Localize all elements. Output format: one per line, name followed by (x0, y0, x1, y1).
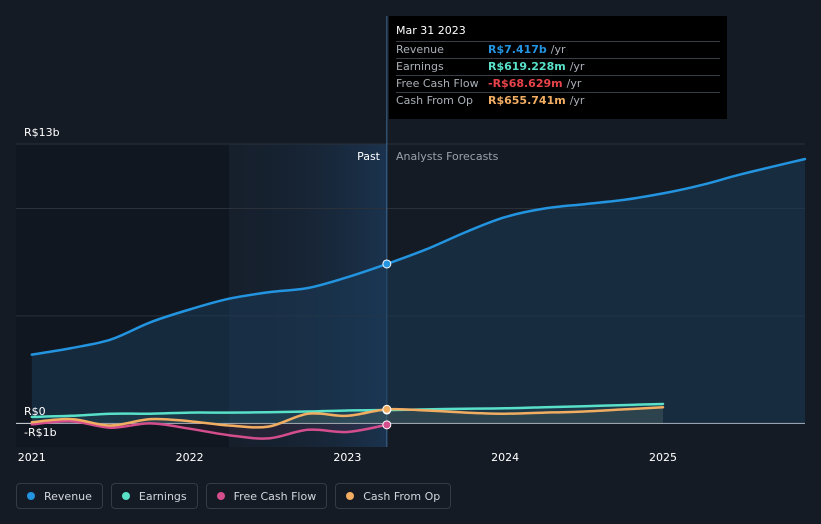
revenue-area (31, 159, 806, 424)
free-cash-flow-marker (382, 420, 392, 430)
tooltip-unit: /yr (566, 77, 582, 90)
tooltip-label: Free Cash Flow (396, 77, 479, 90)
tooltip-label: Revenue (396, 43, 444, 56)
y-label-zero: R$0 (24, 405, 46, 418)
legend-dot-icon (27, 492, 35, 500)
forecast-label: Analysts Forecasts (396, 150, 499, 163)
legend-dot-icon (216, 492, 225, 500)
x-tick-label: 2021 (18, 451, 46, 464)
series-lines (30, 157, 807, 440)
revenue-line (30, 157, 807, 356)
tooltip-value: R$7.417b (488, 43, 547, 56)
tooltip-unit: /yr (569, 94, 585, 107)
legend-label: Earnings (138, 489, 187, 503)
legend-dot-icon (121, 492, 130, 500)
tooltip-row-free-cash-flow: Free Cash Flow -R$68.629m /yr (396, 75, 720, 92)
tooltip-value: R$655.741m (488, 94, 566, 107)
cash-from-op-marker (382, 404, 392, 414)
tooltip-label: Cash From Op (396, 94, 474, 107)
tooltip-row-revenue: Revenue R$7.417b /yr (396, 41, 720, 58)
legend-item-free-cash-flow[interactable]: Free Cash Flow (205, 483, 328, 509)
data-tooltip: Mar 31 2023 Revenue R$7.417b /yr Earning… (389, 16, 727, 119)
tooltip-row-cash-from-op: Cash From Op R$655.741m /yr (396, 92, 720, 109)
x-tick-label: 2024 (491, 451, 519, 464)
legend-label: Free Cash Flow (233, 489, 317, 503)
axis-labels: R$13b R$0 -R$1b Past Analysts Forecasts (24, 126, 499, 439)
hover-markers (382, 259, 392, 430)
legend-item-cash-from-op[interactable]: Cash From Op (335, 483, 452, 509)
x-tick-label: 2022 (176, 451, 204, 464)
tooltip-value: -R$68.629m (488, 77, 563, 90)
legend-label: Cash From Op (363, 489, 441, 503)
x-axis-ticks: 2021 2022 2023 2024 2025 (18, 451, 677, 464)
past-label: Past (357, 150, 381, 163)
legend-label: Revenue (44, 489, 92, 503)
y-label-top: R$13b (24, 126, 60, 139)
tooltip-unit: /yr (569, 60, 585, 73)
tooltip-value: R$619.228m (488, 60, 566, 73)
legend-dot-icon (346, 492, 355, 500)
free-cash-flow-line (30, 419, 389, 440)
x-tick-label: 2025 (649, 451, 677, 464)
tooltip-date: Mar 31 2023 (396, 24, 466, 37)
earnings-line (30, 402, 665, 419)
revenue-marker (382, 259, 392, 269)
y-label-bottom: -R$1b (24, 426, 57, 439)
chart-legend: Revenue Earnings Free Cash Flow Cash Fro… (16, 483, 452, 509)
legend-item-revenue[interactable]: Revenue (16, 483, 103, 509)
tooltip-row-earnings: Earnings R$619.228m /yr (396, 58, 720, 75)
legend-item-earnings[interactable]: Earnings (110, 483, 198, 509)
cash-from-op-line (30, 405, 665, 429)
x-tick-label: 2023 (333, 451, 361, 464)
tooltip-unit: /yr (550, 43, 566, 56)
tooltip-label: Earnings (396, 60, 444, 73)
